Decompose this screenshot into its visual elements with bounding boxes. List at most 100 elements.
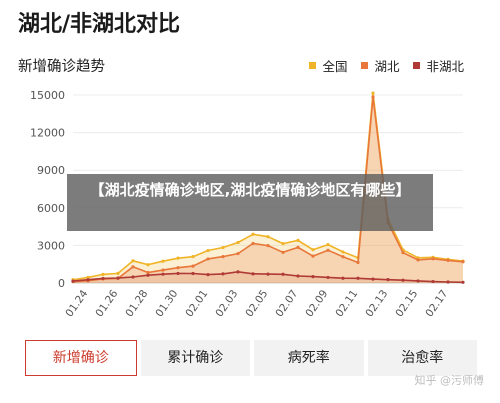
- data-point-s2-10: [221, 272, 225, 276]
- data-point-s2-4: [131, 275, 135, 279]
- y-tick-label-12000: 12000: [30, 127, 65, 140]
- data-point-s0-3: [116, 271, 120, 275]
- data-point-s2-7: [176, 271, 180, 276]
- overlay-banner: 【湖北疫情确诊地区,湖北疫情确诊地区有哪些】: [67, 174, 433, 231]
- data-point-s0-12: [251, 232, 255, 236]
- data-point-s0-5: [146, 263, 150, 267]
- data-point-s1-11: [236, 252, 240, 256]
- data-point-s2-24: [431, 279, 435, 284]
- legend-label-non-hubei: 非湖北: [426, 59, 464, 74]
- data-point-s0-4: [131, 259, 135, 263]
- data-point-s2-15: [296, 274, 300, 278]
- data-point-s1-16: [311, 254, 315, 258]
- x-tick-label-02.03: 02.03: [213, 288, 240, 320]
- data-point-s1-17: [326, 248, 330, 252]
- tab-recovery-rate[interactable]: 治愈率: [367, 340, 477, 376]
- chart-plot: 0 3000 6000 9000 12000 15000 01.24 01.26 01.28 01…: [30, 89, 465, 320]
- legend-swatch-hubei: [361, 62, 369, 69]
- data-point-s1-19: [356, 260, 360, 265]
- data-point-s2-26: [461, 280, 465, 284]
- tab-fatality-rate[interactable]: 病死率: [254, 340, 364, 376]
- chart-title: 新增确诊趋势: [18, 59, 105, 75]
- data-point-s0-1: [86, 275, 90, 280]
- data-point-s0-16: [311, 248, 315, 252]
- data-point-s0-7: [176, 256, 180, 260]
- x-tick-label-02.09: 02.09: [303, 288, 330, 320]
- data-point-s1-5: [146, 270, 150, 275]
- data-point-s2-0: [71, 279, 75, 283]
- data-point-s1-14: [281, 250, 285, 254]
- data-point-s1-23: [416, 258, 420, 262]
- data-point-s1-24: [431, 257, 435, 261]
- y-tick-label-6000: 6000: [37, 202, 65, 215]
- data-point-s2-20: [371, 277, 375, 281]
- data-point-s2-16: [311, 275, 315, 279]
- tab-cumulative-confirmed[interactable]: 累计确诊: [140, 340, 250, 376]
- data-point-s2-18: [341, 276, 345, 280]
- data-point-s1-12: [251, 241, 255, 246]
- x-tick-label-02.07: 02.07: [273, 288, 300, 320]
- x-tick-label-01.26: 01.26: [93, 288, 120, 320]
- data-point-s2-21: [386, 278, 390, 282]
- data-point-s1-7: [176, 266, 180, 270]
- x-tick-label-01.30: 01.30: [153, 288, 180, 320]
- data-point-s1-6: [161, 268, 165, 272]
- legend-swatch-non-hubei: [413, 62, 421, 69]
- legend-item-non-hubei[interactable]: 非湖北: [413, 56, 464, 75]
- data-point-s0-11: [236, 240, 240, 245]
- y-tick-label-3000: 3000: [37, 239, 65, 252]
- data-point-s0-13: [266, 235, 270, 239]
- data-point-s2-22: [401, 278, 405, 282]
- y-tick-label-15000: 15000: [30, 89, 65, 102]
- data-point-s0-8: [191, 255, 195, 259]
- legend-label-hubei: 湖北: [374, 59, 400, 74]
- x-tick-label-02.15: 02.15: [393, 288, 420, 320]
- data-point-s1-18: [341, 255, 345, 259]
- x-tick-label-01.28: 01.28: [123, 288, 150, 320]
- data-point-s1-20: [371, 95, 375, 99]
- data-point-s1-9: [206, 257, 210, 261]
- data-point-s1-22: [401, 251, 405, 255]
- tab-new-confirmed[interactable]: 新增确诊: [25, 340, 137, 376]
- data-point-s1-13: [266, 243, 270, 248]
- data-point-s1-25: [446, 258, 450, 262]
- legend-item-national[interactable]: 全国: [309, 56, 347, 75]
- x-tick-label-01.24: 01.24: [63, 288, 90, 320]
- data-point-s0-6: [161, 259, 165, 263]
- data-point-s1-8: [191, 264, 195, 268]
- legend-item-hubei[interactable]: 湖北: [361, 56, 399, 75]
- area-fill-0: [73, 93, 463, 283]
- data-point-s2-6: [161, 272, 165, 276]
- data-point-s0-15: [296, 238, 300, 242]
- x-tick-label-02.01: 02.01: [183, 288, 210, 320]
- page-title: 湖北/非湖北对比: [18, 12, 181, 37]
- legend-swatch-national: [309, 62, 317, 69]
- data-point-s2-14: [281, 272, 285, 276]
- data-point-s0-2: [101, 272, 105, 276]
- data-point-s2-3: [116, 276, 120, 280]
- data-point-s1-26: [461, 260, 465, 264]
- data-point-s2-1: [86, 278, 90, 282]
- data-point-s2-25: [446, 280, 450, 284]
- data-point-s0-18: [341, 250, 345, 254]
- data-point-s0-10: [221, 245, 225, 250]
- x-tick-label-02.05: 02.05: [243, 288, 270, 320]
- data-point-s2-13: [266, 272, 270, 276]
- data-point-s1-10: [221, 255, 225, 259]
- watermark: 知乎 @污师傅: [414, 374, 485, 387]
- data-point-s2-11: [236, 270, 240, 274]
- legend-label-national: 全国: [322, 59, 348, 74]
- data-point-s0-17: [326, 243, 330, 247]
- metric-tab-bar: 新增确诊 累计确诊 病死率 治愈率: [25, 340, 477, 378]
- data-point-s2-2: [101, 276, 105, 281]
- data-point-s2-23: [416, 279, 420, 283]
- chart-legend: 全国 湖北 非湖北: [309, 56, 464, 75]
- data-point-s2-8: [191, 271, 195, 276]
- y-tick-label-9000: 9000: [37, 164, 65, 177]
- x-tick-label-02.13: 02.13: [363, 288, 390, 320]
- data-point-s0-9: [206, 248, 210, 253]
- data-point-s2-9: [206, 273, 210, 277]
- data-point-s2-17: [326, 275, 330, 280]
- data-point-s1-15: [296, 245, 300, 249]
- data-point-s2-12: [251, 272, 255, 276]
